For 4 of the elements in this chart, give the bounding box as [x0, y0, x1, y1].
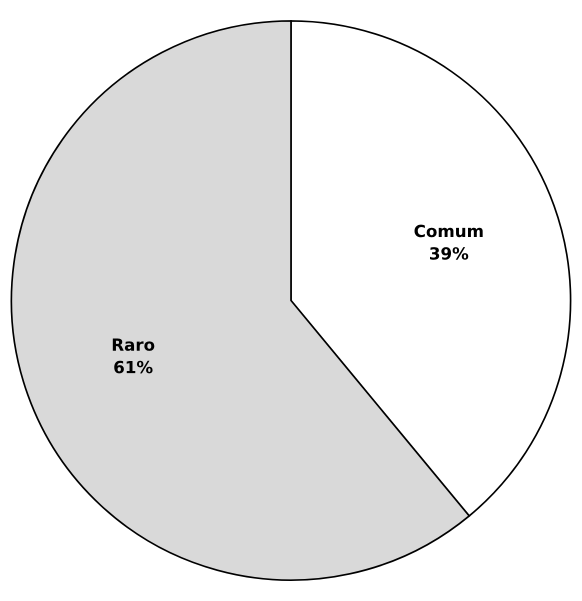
- slice-label: Comum: [414, 224, 483, 238]
- data-label: 39%: [430, 247, 468, 260]
- data-label: 61%: [114, 360, 153, 374]
- slice-label: Raro: [112, 338, 154, 351]
